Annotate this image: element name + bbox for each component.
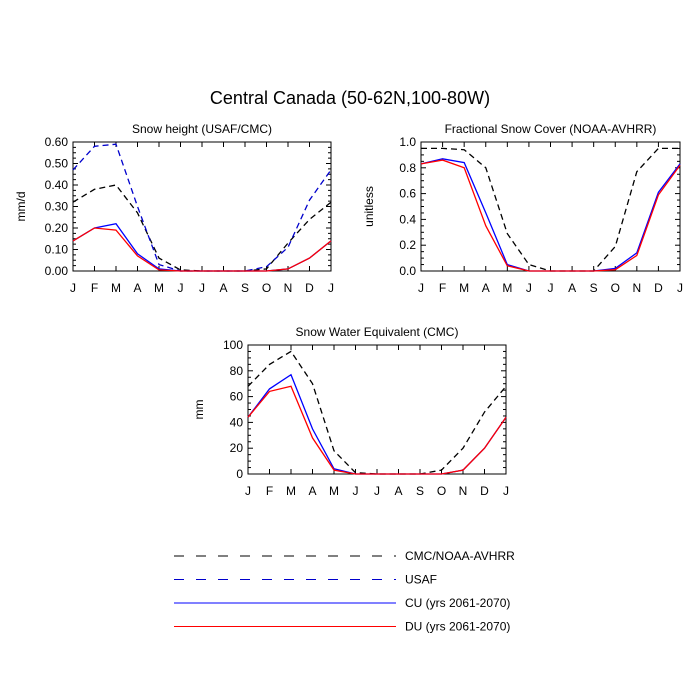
snow-cover-xtick-label: O — [611, 281, 620, 295]
swe-xtick-label: J — [245, 484, 251, 498]
swe-xtick-label: J — [353, 484, 359, 498]
swe-xtick-label: O — [437, 484, 446, 498]
snow-height-ytick-label: 0.00 — [45, 264, 69, 278]
swe-ytick-label: 80 — [230, 364, 244, 378]
snow-cover-xtick-label: N — [632, 281, 641, 295]
snow-height-ytick-label: 0.20 — [45, 221, 69, 235]
legend-label-usaf: USAF — [405, 573, 437, 587]
snow-height-xtick-label: M — [154, 281, 164, 295]
snow-cover-ytick-label: 0.2 — [399, 238, 416, 252]
snow-cover-xtick-label: D — [654, 281, 663, 295]
swe-xtick-label: J — [503, 484, 509, 498]
snow-height-xtick-label: N — [284, 281, 293, 295]
snow-cover-ytick-label: 0.8 — [399, 161, 416, 175]
legend-label-du: DU (yrs 2061-2070) — [405, 620, 510, 634]
snow-height-frame — [72, 141, 332, 272]
swe-series-du-line — [247, 385, 507, 475]
snow-height-panel — [72, 141, 332, 272]
snow-cover-ytick-label: 1.0 — [399, 135, 416, 149]
swe-xtick-label: A — [308, 484, 316, 498]
snow-cover-title: Fractional Snow Cover (NOAA-AVHRR) — [445, 122, 657, 136]
snow-height-xtick-label: J — [178, 281, 184, 295]
snow-cover-ylabel: unitless — [362, 186, 376, 227]
snow-height-xtick-label: A — [133, 281, 141, 295]
snow-cover-xtick-label: J — [526, 281, 532, 295]
snow-cover-ytick-label: 0.0 — [399, 264, 416, 278]
swe-series-cmc-line — [247, 350, 507, 475]
swe-ytick-label: 40 — [230, 415, 244, 429]
snow-height-xtick-label: J — [328, 281, 334, 295]
snow-height-xtick-label: D — [305, 281, 314, 295]
legend-label-cmc: CMC/NOAA-AVHRR — [405, 549, 515, 563]
snow-cover-xtick-label: A — [568, 281, 576, 295]
swe-panel — [247, 344, 507, 475]
swe-xtick-label: F — [266, 484, 273, 498]
swe-series-cu-line — [247, 373, 507, 475]
snow-height-series-cmc-line — [72, 184, 332, 272]
snow-cover-xtick-label: S — [590, 281, 598, 295]
snow-height-xtick-label: O — [262, 281, 271, 295]
snow-height-xtick-label: J — [70, 281, 76, 295]
snow-cover-ytick-label: 0.6 — [399, 187, 416, 201]
snow-cover-series-cu-line — [420, 158, 681, 272]
snow-height-series-cu-line — [72, 222, 332, 272]
figure-title: Central Canada (50-62N,100-80W) — [209, 88, 491, 108]
snow-height-ytick-label: 0.10 — [45, 243, 69, 257]
swe-frame — [247, 344, 507, 475]
snow-cover-series-du-line — [420, 159, 681, 272]
swe-ytick-label: 60 — [230, 390, 244, 404]
legend — [174, 555, 396, 627]
swe-xtick-label: D — [480, 484, 489, 498]
snow-height-xtick-label: F — [91, 281, 98, 295]
swe-title: Snow Water Equivalent (CMC) — [296, 325, 459, 339]
snow-height-xtick-label: J — [199, 281, 205, 295]
snow-height-ylabel: mm/d — [14, 192, 28, 222]
snow-cover-xtick-label: M — [502, 281, 512, 295]
snow-cover-xtick-label: J — [418, 281, 424, 295]
swe-ytick-label: 20 — [230, 441, 244, 455]
snow-cover-xtick-label: J — [677, 281, 683, 295]
snow-height-xtick-label: A — [219, 281, 227, 295]
swe-xtick-label: S — [416, 484, 424, 498]
snow-height-ytick-label: 0.30 — [45, 200, 69, 214]
snow-cover-xtick-label: M — [459, 281, 469, 295]
snow-height-ytick-label: 0.50 — [45, 157, 69, 171]
snow-height-xtick-label: S — [241, 281, 249, 295]
swe-xtick-label: J — [374, 484, 380, 498]
swe-xtick-label: M — [286, 484, 296, 498]
snow-height-ytick-label: 0.60 — [45, 135, 69, 149]
snow-cover-ytick-label: 0.4 — [399, 212, 416, 226]
swe-ytick-label: 0 — [236, 467, 243, 481]
legend-label-cu: CU (yrs 2061-2070) — [405, 596, 510, 610]
snow-cover-xtick-label: A — [482, 281, 490, 295]
snow-height-title: Snow height (USAF/CMC) — [132, 122, 272, 136]
snow-cover-panel — [420, 141, 681, 272]
swe-xtick-label: A — [394, 484, 402, 498]
swe-ylabel: mm — [192, 400, 206, 420]
snow-height-xtick-label: M — [111, 281, 121, 295]
snow-height-ytick-label: 0.40 — [45, 178, 69, 192]
swe-xtick-label: N — [459, 484, 468, 498]
swe-ytick-label: 100 — [223, 338, 243, 352]
snow-cover-xtick-label: F — [439, 281, 446, 295]
snow-height-series-du-line — [72, 227, 332, 272]
swe-xtick-label: M — [329, 484, 339, 498]
snow-height-series-usaf-line — [72, 143, 332, 272]
snow-cover-xtick-label: J — [548, 281, 554, 295]
